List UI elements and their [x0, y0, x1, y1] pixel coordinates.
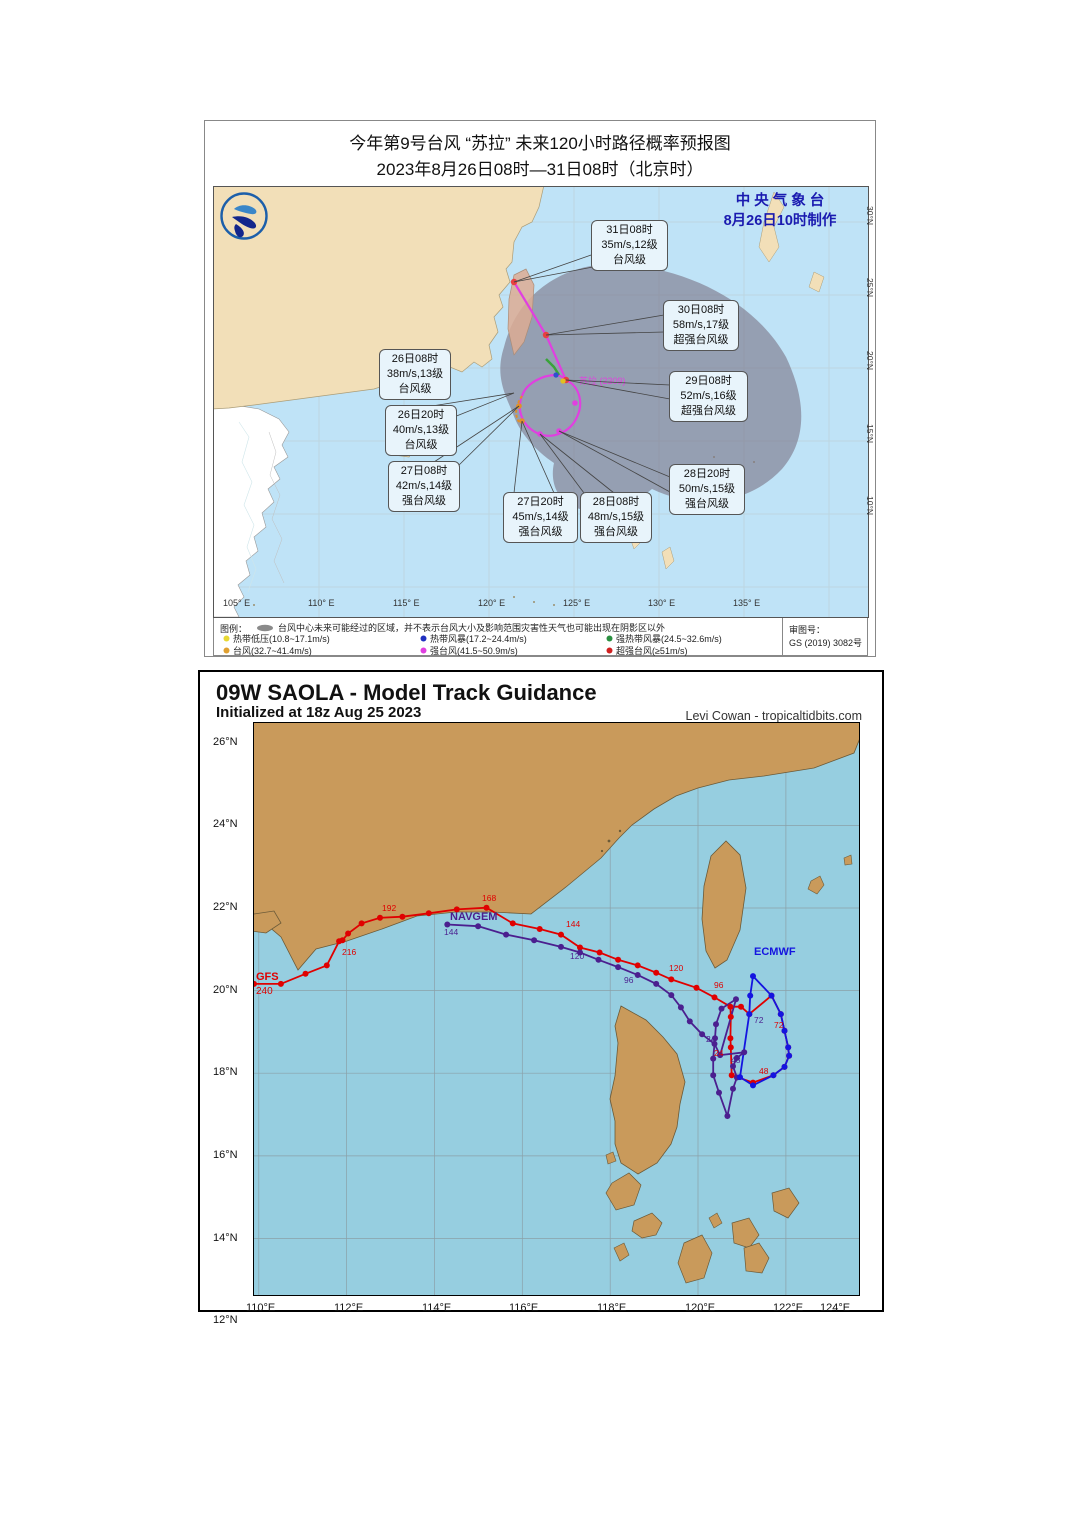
- svg-text:168: 168: [482, 893, 496, 903]
- svg-text:ECMWF: ECMWF: [754, 946, 796, 958]
- svg-text:24: 24: [706, 1034, 716, 1044]
- svg-text:120: 120: [669, 963, 683, 973]
- svg-text:NAVGEM: NAVGEM: [450, 911, 497, 923]
- svg-text:72: 72: [754, 1015, 764, 1025]
- svg-text:144: 144: [566, 919, 580, 929]
- svg-text:96: 96: [624, 975, 634, 985]
- svg-text:192: 192: [382, 903, 396, 913]
- svg-text:216: 216: [342, 947, 356, 957]
- svg-text:144: 144: [444, 927, 458, 937]
- svg-text:48: 48: [731, 1055, 741, 1065]
- svg-text:120: 120: [570, 951, 584, 961]
- svg-text:96: 96: [714, 980, 724, 990]
- svg-text:48: 48: [759, 1066, 769, 1076]
- svg-text:苏拉 (2309): 苏拉 (2309): [579, 375, 626, 386]
- svg-text:GFS: GFS: [256, 971, 279, 983]
- svg-text:240: 240: [256, 986, 273, 997]
- svg-text:72: 72: [774, 1020, 784, 1030]
- svg-text:24: 24: [714, 1048, 724, 1058]
